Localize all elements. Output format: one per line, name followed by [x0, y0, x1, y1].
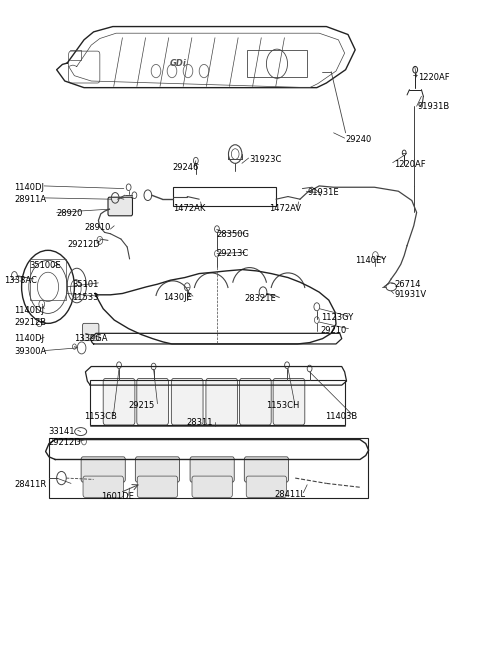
- Text: 28321E: 28321E: [245, 294, 276, 303]
- Text: 28920: 28920: [57, 209, 83, 218]
- FancyBboxPatch shape: [244, 457, 288, 482]
- Text: 1339GA: 1339GA: [74, 334, 108, 343]
- FancyBboxPatch shape: [137, 378, 168, 425]
- FancyBboxPatch shape: [81, 457, 125, 482]
- Text: 29210: 29210: [321, 325, 347, 335]
- Text: 1153CB: 1153CB: [84, 412, 117, 422]
- FancyBboxPatch shape: [246, 476, 287, 497]
- Text: 11403B: 11403B: [325, 412, 358, 422]
- Text: 1338AC: 1338AC: [4, 276, 36, 285]
- Text: 35101: 35101: [72, 280, 98, 289]
- Text: 29212D: 29212D: [67, 240, 100, 249]
- Text: 11533: 11533: [72, 293, 98, 302]
- Text: 35100E: 35100E: [29, 261, 60, 270]
- Text: 1472AK: 1472AK: [173, 204, 205, 213]
- Text: 28411R: 28411R: [14, 480, 47, 489]
- FancyBboxPatch shape: [206, 378, 238, 425]
- Text: 91931E: 91931E: [307, 188, 339, 197]
- Text: 1140EY: 1140EY: [355, 256, 386, 265]
- Text: 91931V: 91931V: [395, 290, 427, 299]
- Text: GDi: GDi: [169, 58, 186, 68]
- Bar: [247, 50, 307, 77]
- Text: 29240: 29240: [346, 135, 372, 144]
- Text: 1220AF: 1220AF: [418, 73, 449, 82]
- Text: 1123GY: 1123GY: [321, 313, 353, 322]
- Bar: [90, 380, 345, 425]
- FancyBboxPatch shape: [240, 378, 271, 425]
- Text: 1140DJ: 1140DJ: [14, 305, 44, 315]
- Bar: [173, 187, 276, 206]
- Text: 29212B: 29212B: [14, 317, 47, 327]
- Bar: [49, 438, 368, 498]
- Text: 28910: 28910: [84, 222, 110, 232]
- Text: 91931B: 91931B: [418, 102, 450, 111]
- Text: 26714: 26714: [395, 280, 421, 289]
- FancyBboxPatch shape: [190, 457, 234, 482]
- FancyBboxPatch shape: [83, 476, 123, 497]
- FancyBboxPatch shape: [103, 378, 135, 425]
- FancyBboxPatch shape: [171, 378, 203, 425]
- Text: 1153CH: 1153CH: [266, 400, 300, 410]
- Text: 1220AF: 1220AF: [394, 159, 425, 169]
- FancyBboxPatch shape: [192, 476, 232, 497]
- Text: 1601DE: 1601DE: [101, 492, 133, 501]
- FancyBboxPatch shape: [273, 378, 305, 425]
- Text: 1472AV: 1472AV: [269, 204, 301, 213]
- FancyBboxPatch shape: [83, 323, 99, 341]
- Text: 39300A: 39300A: [14, 347, 47, 357]
- Text: 29213C: 29213C: [216, 249, 248, 258]
- Text: 28911A: 28911A: [14, 195, 47, 204]
- Text: 28350G: 28350G: [216, 230, 249, 239]
- Text: 29246: 29246: [173, 163, 199, 172]
- Bar: [30, 259, 66, 300]
- Text: 1430JE: 1430JE: [163, 293, 192, 302]
- Text: 31923C: 31923C: [250, 155, 282, 164]
- Text: 29215: 29215: [129, 400, 155, 410]
- FancyBboxPatch shape: [137, 476, 178, 497]
- Text: 28311: 28311: [186, 418, 213, 428]
- Text: 1140DJ: 1140DJ: [14, 183, 44, 192]
- FancyBboxPatch shape: [135, 457, 180, 482]
- Text: 28411L: 28411L: [275, 489, 306, 499]
- Text: 33141: 33141: [48, 427, 74, 436]
- Text: 29212D: 29212D: [48, 438, 81, 448]
- FancyBboxPatch shape: [108, 197, 132, 216]
- Text: 1140DJ: 1140DJ: [14, 334, 44, 343]
